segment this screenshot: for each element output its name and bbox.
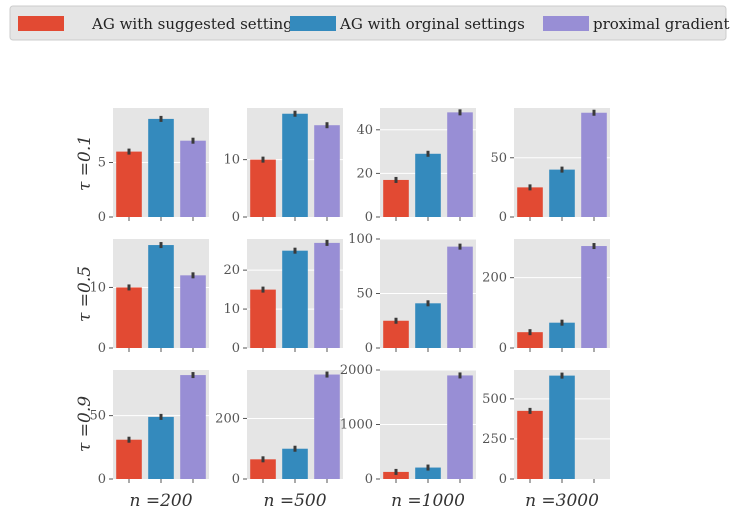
bar-series-2 [180,275,206,348]
y-tick-label: 50 [356,287,373,302]
y-tick-label: 0 [365,341,373,356]
panel-r1-c3: 0 200 [482,239,610,356]
y-tick-label: 10 [89,280,106,295]
bar-series-0 [116,151,142,217]
bar-series-2 [581,112,607,217]
y-tick-label: 0 [499,472,507,487]
y-tick-label: 50 [490,151,507,166]
y-tick-label: 100 [348,232,373,247]
panels: 0501002040050010010200501000200050020001… [89,108,610,487]
y-tick-label: 10 [223,153,240,168]
row-label-tau-0-9: τ =0.9 [75,396,95,452]
bar-series-0 [116,287,142,348]
bar-series-0 [383,320,409,348]
bar-series-0 [517,332,543,348]
bar-series-0 [383,179,409,217]
y-tick-label: 50 [89,409,106,424]
bar-series-0 [250,459,276,479]
y-tick-label: 0 [232,472,240,487]
bar-series-0 [250,289,276,348]
y-tick-label: 0 [98,210,106,225]
bar-series-2 [314,125,340,217]
y-tick-label: 1000 [340,418,373,433]
bar-series-1 [549,322,575,348]
bar-series-0 [116,439,142,479]
row-label-tau-0-5: τ =0.5 [75,266,95,322]
bar-series-2 [447,375,473,479]
legend-swatch-original [290,16,336,31]
bar-series-1 [148,118,174,217]
y-tick-label: 0 [98,472,106,487]
y-tick-label: 200 [215,411,240,426]
y-tick-label: 20 [223,263,240,278]
col-label-n-200: n =200 [129,491,192,511]
bar-series-2 [581,246,607,348]
panel-r2-c0: 0 50 [89,370,209,487]
row-label-tau-0-1: τ =0.1 [75,135,95,191]
bar-series-1 [282,250,308,348]
panel-r2-c3: 0 250 500 [482,370,610,487]
panel-r0-c3: 0 50 [490,108,610,225]
panel-r2-c2: 0 1000 2000 [340,363,476,487]
y-tick-label: 0 [98,341,106,356]
panel-r1-c2: 0 50 100 [348,232,476,356]
bar-series-2 [447,112,473,217]
col-label-n-500: n =500 [263,491,326,511]
bar-series-1 [549,375,575,479]
y-tick-label: 0 [365,210,373,225]
panel-r2-c1: 0 200 [215,370,343,487]
y-tick-label: 0 [499,210,507,225]
bar-series-1 [415,303,441,348]
bar-series-2 [314,242,340,348]
legend-label-proximal: proximal gradient [593,15,729,33]
legend: AG with suggested settings AG with orgin… [9,5,729,41]
legend-swatch-suggested [18,16,64,31]
y-tick-label: 200 [482,271,507,286]
panel-r1-c0: 0 10 [89,239,209,356]
panel-r1-c1: 0 10 20 [223,239,343,356]
y-tick-label: 0 [232,341,240,356]
y-tick-label: 40 [356,123,373,138]
bar-series-0 [250,159,276,217]
bar-series-1 [148,416,174,479]
bar-series-1 [282,448,308,479]
legend-label-original: AG with orginal settings [339,15,525,33]
y-tick-label: 20 [356,166,373,181]
y-tick-label: 0 [499,341,507,356]
col-label-n-1000: n =1000 [391,491,465,511]
col-label-n-3000: n =3000 [525,491,599,511]
panel-r0-c2: 0 20 40 [356,108,476,225]
y-tick-label: 0 [365,472,373,487]
y-tick-label: 5 [98,156,106,171]
bar-series-1 [415,467,441,479]
y-tick-label: 500 [482,392,507,407]
panel-r0-c0: 05 [98,108,209,225]
y-tick-label: 2000 [340,363,373,378]
y-tick-label: 0 [232,210,240,225]
bar-series-0 [517,410,543,479]
legend-label-suggested: AG with suggested settings [91,15,300,33]
y-tick-label: 10 [223,302,240,317]
panel-r0-c1: 0 10 [223,108,343,225]
bar-series-1 [415,153,441,217]
bar-series-0 [383,471,409,479]
bar-series-0 [517,187,543,217]
bar-series-2 [447,246,473,348]
bar-series-2 [314,374,340,479]
bar-series-2 [180,375,206,479]
bar-series-1 [549,169,575,217]
legend-swatch-proximal [543,16,589,31]
y-tick-label: 250 [482,432,507,447]
bar-series-1 [282,113,308,217]
bar-series-2 [180,140,206,217]
bar-series-1 [148,245,174,348]
legend-frame [9,5,727,41]
